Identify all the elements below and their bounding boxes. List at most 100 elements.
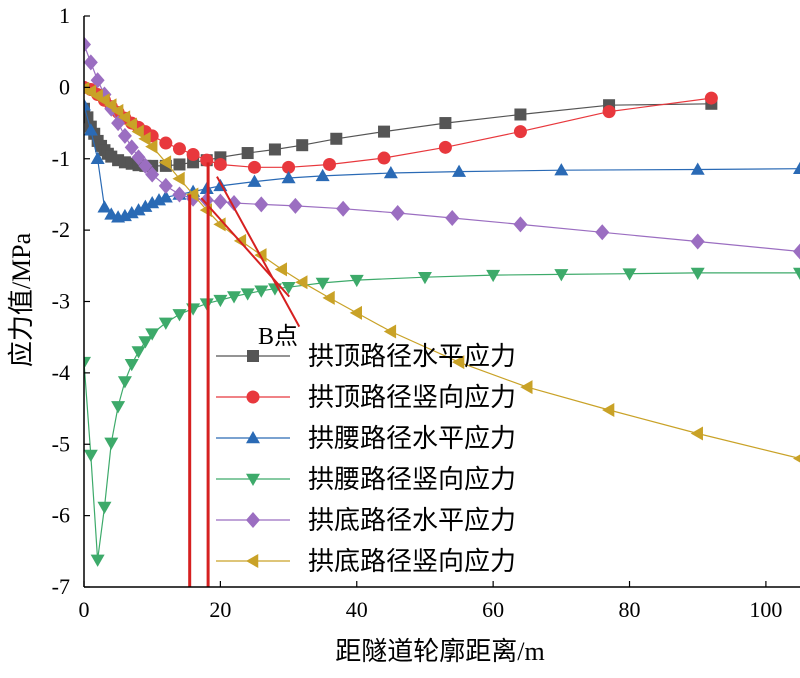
data-point	[417, 271, 432, 285]
data-point	[84, 54, 98, 71]
data-point	[213, 157, 227, 171]
data-point	[84, 36, 91, 53]
pointer-line	[200, 197, 291, 298]
legend-label: 拱底路径竖向应力	[308, 547, 516, 576]
data-point	[173, 158, 186, 171]
data-point	[383, 324, 397, 339]
data-point	[227, 195, 242, 212]
legend-marker	[246, 473, 260, 486]
data-point	[514, 108, 527, 121]
data-point	[281, 171, 296, 184]
data-point	[138, 336, 153, 349]
data-point	[554, 269, 569, 282]
legend-item: 拱底路径竖向应力	[216, 547, 516, 576]
x-axis-title: 距隧道轮廓距离/m	[335, 637, 544, 666]
y-tick-label: -2	[52, 217, 70, 242]
data-point	[690, 426, 703, 441]
data-point	[97, 501, 112, 515]
x-tick-label: 100	[749, 597, 782, 622]
data-point	[90, 151, 105, 164]
data-point	[84, 98, 91, 111]
data-point	[84, 123, 98, 136]
series-layer	[84, 36, 800, 567]
data-point	[145, 166, 160, 183]
data-point	[267, 283, 282, 296]
data-point	[274, 262, 288, 277]
legend-label: 拱腰路径竖向应力	[308, 465, 516, 494]
x-tick-label: 40	[346, 597, 368, 622]
x-tick-label: 20	[209, 597, 231, 622]
legend-item: 拱顶路径水平应力	[216, 342, 516, 371]
data-point	[254, 285, 269, 298]
data-point	[377, 151, 391, 165]
data-point	[158, 190, 173, 203]
y-tick-label: -1	[52, 146, 70, 171]
legend-label: 拱顶路径竖向应力	[308, 383, 516, 412]
legend-item: 拱腰路径竖向应力	[216, 465, 516, 494]
data-point	[186, 187, 199, 202]
data-point	[595, 224, 610, 241]
y-tick-label: -4	[52, 360, 70, 385]
data-point	[186, 147, 200, 161]
data-point	[793, 454, 800, 463]
data-point	[158, 177, 173, 194]
y-tick-label: 0	[59, 74, 70, 99]
data-point	[513, 125, 527, 139]
data-point	[288, 197, 303, 214]
data-point	[322, 157, 336, 171]
legend-label: 拱腰路径水平应力	[308, 424, 516, 453]
data-point	[117, 110, 131, 125]
data-point	[281, 281, 296, 295]
annotation-layer: B点	[188, 162, 301, 587]
x-tick-label: 80	[619, 597, 641, 622]
legend-marker	[246, 390, 260, 404]
data-point	[336, 200, 351, 217]
data-point	[295, 275, 308, 290]
data-point	[486, 269, 501, 283]
y-tick-label: -5	[52, 431, 70, 456]
data-point	[247, 174, 262, 187]
data-point	[111, 103, 124, 118]
data-point	[322, 290, 335, 305]
data-point	[315, 277, 330, 290]
data-point	[296, 139, 309, 152]
data-point	[247, 160, 261, 174]
data-point	[159, 136, 173, 150]
x-tick-label: 0	[79, 597, 90, 622]
data-point	[690, 233, 705, 250]
data-point	[131, 149, 146, 166]
data-point	[793, 243, 800, 260]
y-tick-label: -6	[52, 503, 70, 528]
data-point	[390, 204, 405, 221]
series-line	[84, 86, 712, 168]
data-point	[172, 171, 185, 186]
data-point	[138, 157, 153, 174]
legend-label: 拱顶路径水平应力	[308, 342, 516, 371]
data-point	[145, 139, 158, 154]
data-point	[172, 309, 187, 322]
data-point	[704, 91, 718, 105]
data-point	[315, 168, 330, 182]
legend-item: 拱底路径水平应力	[216, 506, 516, 535]
data-point	[268, 143, 281, 156]
data-point	[138, 131, 151, 146]
annotation-b-point: B点	[258, 323, 298, 350]
data-point	[445, 209, 460, 226]
data-point	[118, 156, 131, 169]
y-tick-label: -7	[52, 574, 70, 599]
data-point	[111, 401, 126, 414]
data-point	[520, 380, 533, 395]
legend-label: 拱底路径水平应力	[308, 506, 516, 535]
data-point	[439, 117, 452, 130]
data-point	[622, 268, 637, 281]
data-point	[213, 193, 228, 210]
data-point	[349, 274, 364, 288]
y-axis-title: 应力值/MPa	[7, 232, 36, 367]
data-point	[117, 376, 132, 389]
data-point	[690, 267, 705, 280]
data-point	[793, 267, 800, 280]
data-point	[172, 142, 186, 156]
data-point	[172, 186, 187, 203]
data-point	[227, 291, 242, 304]
